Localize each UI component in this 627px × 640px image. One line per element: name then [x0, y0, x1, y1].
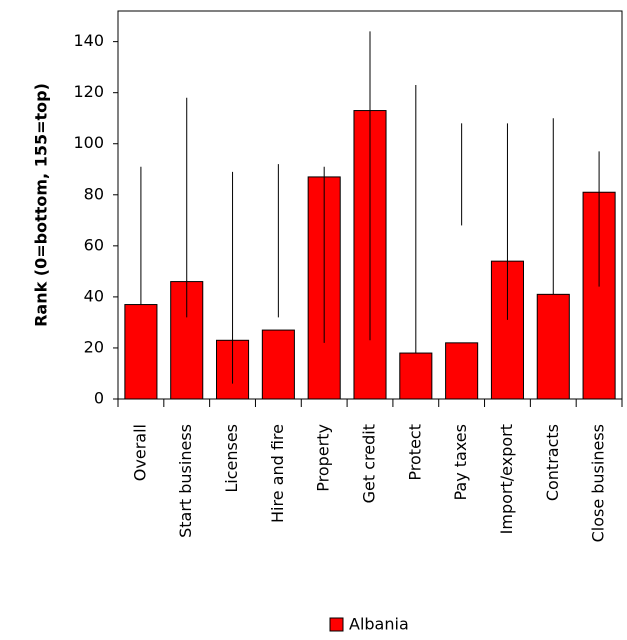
bar: [124, 304, 158, 400]
y-tick-label: 120: [73, 82, 104, 101]
bar: [536, 293, 570, 400]
x-tick-label: Contracts: [543, 424, 562, 501]
x-tick-label: Hire and fire: [268, 424, 287, 523]
y-tick-label: 100: [73, 133, 104, 152]
y-tick-label: 40: [84, 286, 104, 305]
x-tick-label: Overall: [130, 424, 149, 481]
x-tick-label: Get credit: [360, 424, 379, 503]
x-tick-label: Licenses: [222, 424, 241, 493]
y-tick-label: 60: [84, 235, 104, 254]
y-tick-label: 20: [84, 337, 104, 356]
x-tick-label: Close business: [589, 424, 608, 542]
x-tick-label: Import/export: [497, 424, 516, 534]
x-tick-label: Pay taxes: [451, 424, 470, 501]
y-axis-title: Rank (0=bottom, 155=top): [32, 83, 51, 327]
bar: [261, 329, 295, 400]
bar: [399, 352, 433, 400]
bar: [170, 281, 204, 400]
legend-label: Albania: [349, 615, 409, 634]
x-tick-label: Property: [314, 424, 333, 492]
x-tick-label: Start business: [176, 424, 195, 538]
y-tick-label: 0: [94, 389, 104, 408]
legend-swatch: [329, 617, 344, 632]
y-tick-label: 140: [73, 31, 104, 50]
y-tick-label: 80: [84, 184, 104, 203]
x-tick-label: Protect: [405, 424, 424, 481]
bar: [445, 342, 479, 400]
